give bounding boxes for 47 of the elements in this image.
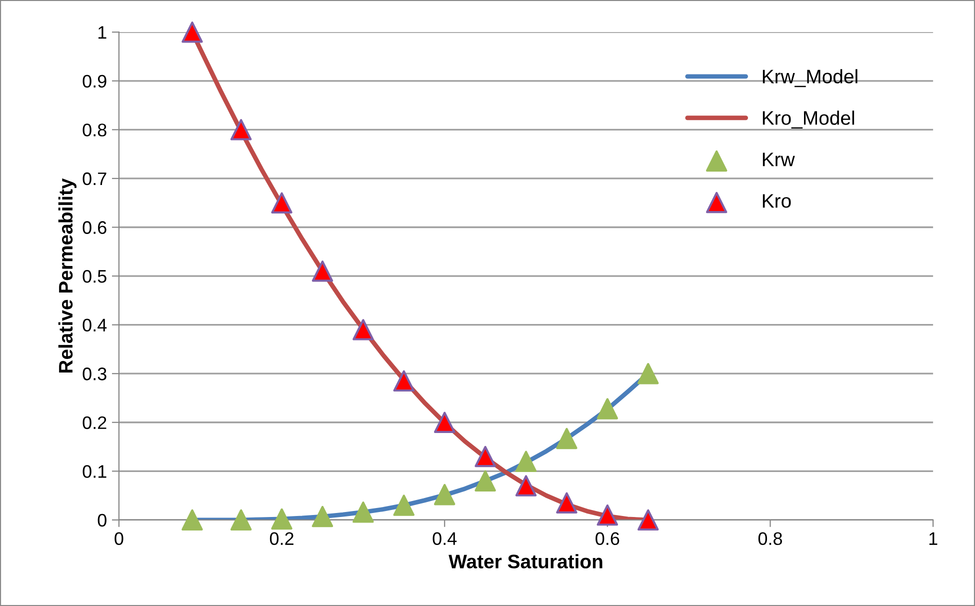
x-tick-label: 0.6 — [596, 532, 620, 546]
point — [271, 192, 292, 214]
point — [182, 509, 203, 531]
y-tick-label: 0.7 — [82, 172, 106, 186]
point — [312, 506, 334, 528]
point — [393, 494, 415, 516]
point — [182, 22, 203, 43]
point — [596, 398, 618, 420]
y-axis-title: Relative Permeability — [58, 178, 76, 373]
x-tick-label: 0.4 — [432, 532, 457, 546]
y-tick-label: 0 — [98, 514, 106, 527]
point — [515, 450, 537, 472]
point — [474, 446, 496, 468]
x-tick-label: 1 — [929, 532, 938, 545]
y-tick-label: 0.4 — [82, 318, 107, 332]
point — [434, 412, 456, 433]
x-tick-label: 0.2 — [270, 532, 294, 546]
point — [638, 509, 659, 531]
point — [312, 260, 334, 282]
point — [515, 475, 537, 496]
point — [393, 370, 415, 392]
legend-label: Krw_Model — [762, 69, 858, 88]
point — [556, 492, 578, 514]
point — [271, 508, 292, 530]
point — [230, 119, 252, 140]
point — [474, 470, 496, 492]
point — [352, 502, 374, 523]
x-tick-label: 0 — [114, 532, 124, 546]
x-tick-label: 0.8 — [758, 532, 782, 546]
y-tick-label: 0.9 — [82, 74, 106, 88]
point — [596, 504, 618, 526]
x-axis-title: Water Saturation — [448, 554, 602, 568]
y-tick-label: 0.6 — [82, 221, 106, 234]
point — [352, 319, 374, 340]
legend-label: Kro — [762, 194, 791, 208]
y-tick-label: 0.3 — [82, 368, 106, 380]
point — [230, 509, 252, 531]
y-tick-label: 0.5 — [82, 270, 106, 283]
y-tick-label: 0.2 — [82, 416, 106, 430]
legend-label: Kro_Model — [762, 110, 854, 129]
y-tick-label: 0.1 — [82, 465, 106, 478]
y-tick-label: 1 — [98, 26, 106, 39]
point — [556, 428, 578, 450]
point — [638, 362, 659, 384]
point — [434, 484, 456, 506]
y-tick-label: 0.8 — [82, 124, 106, 136]
legend-label: Krw — [762, 152, 795, 166]
